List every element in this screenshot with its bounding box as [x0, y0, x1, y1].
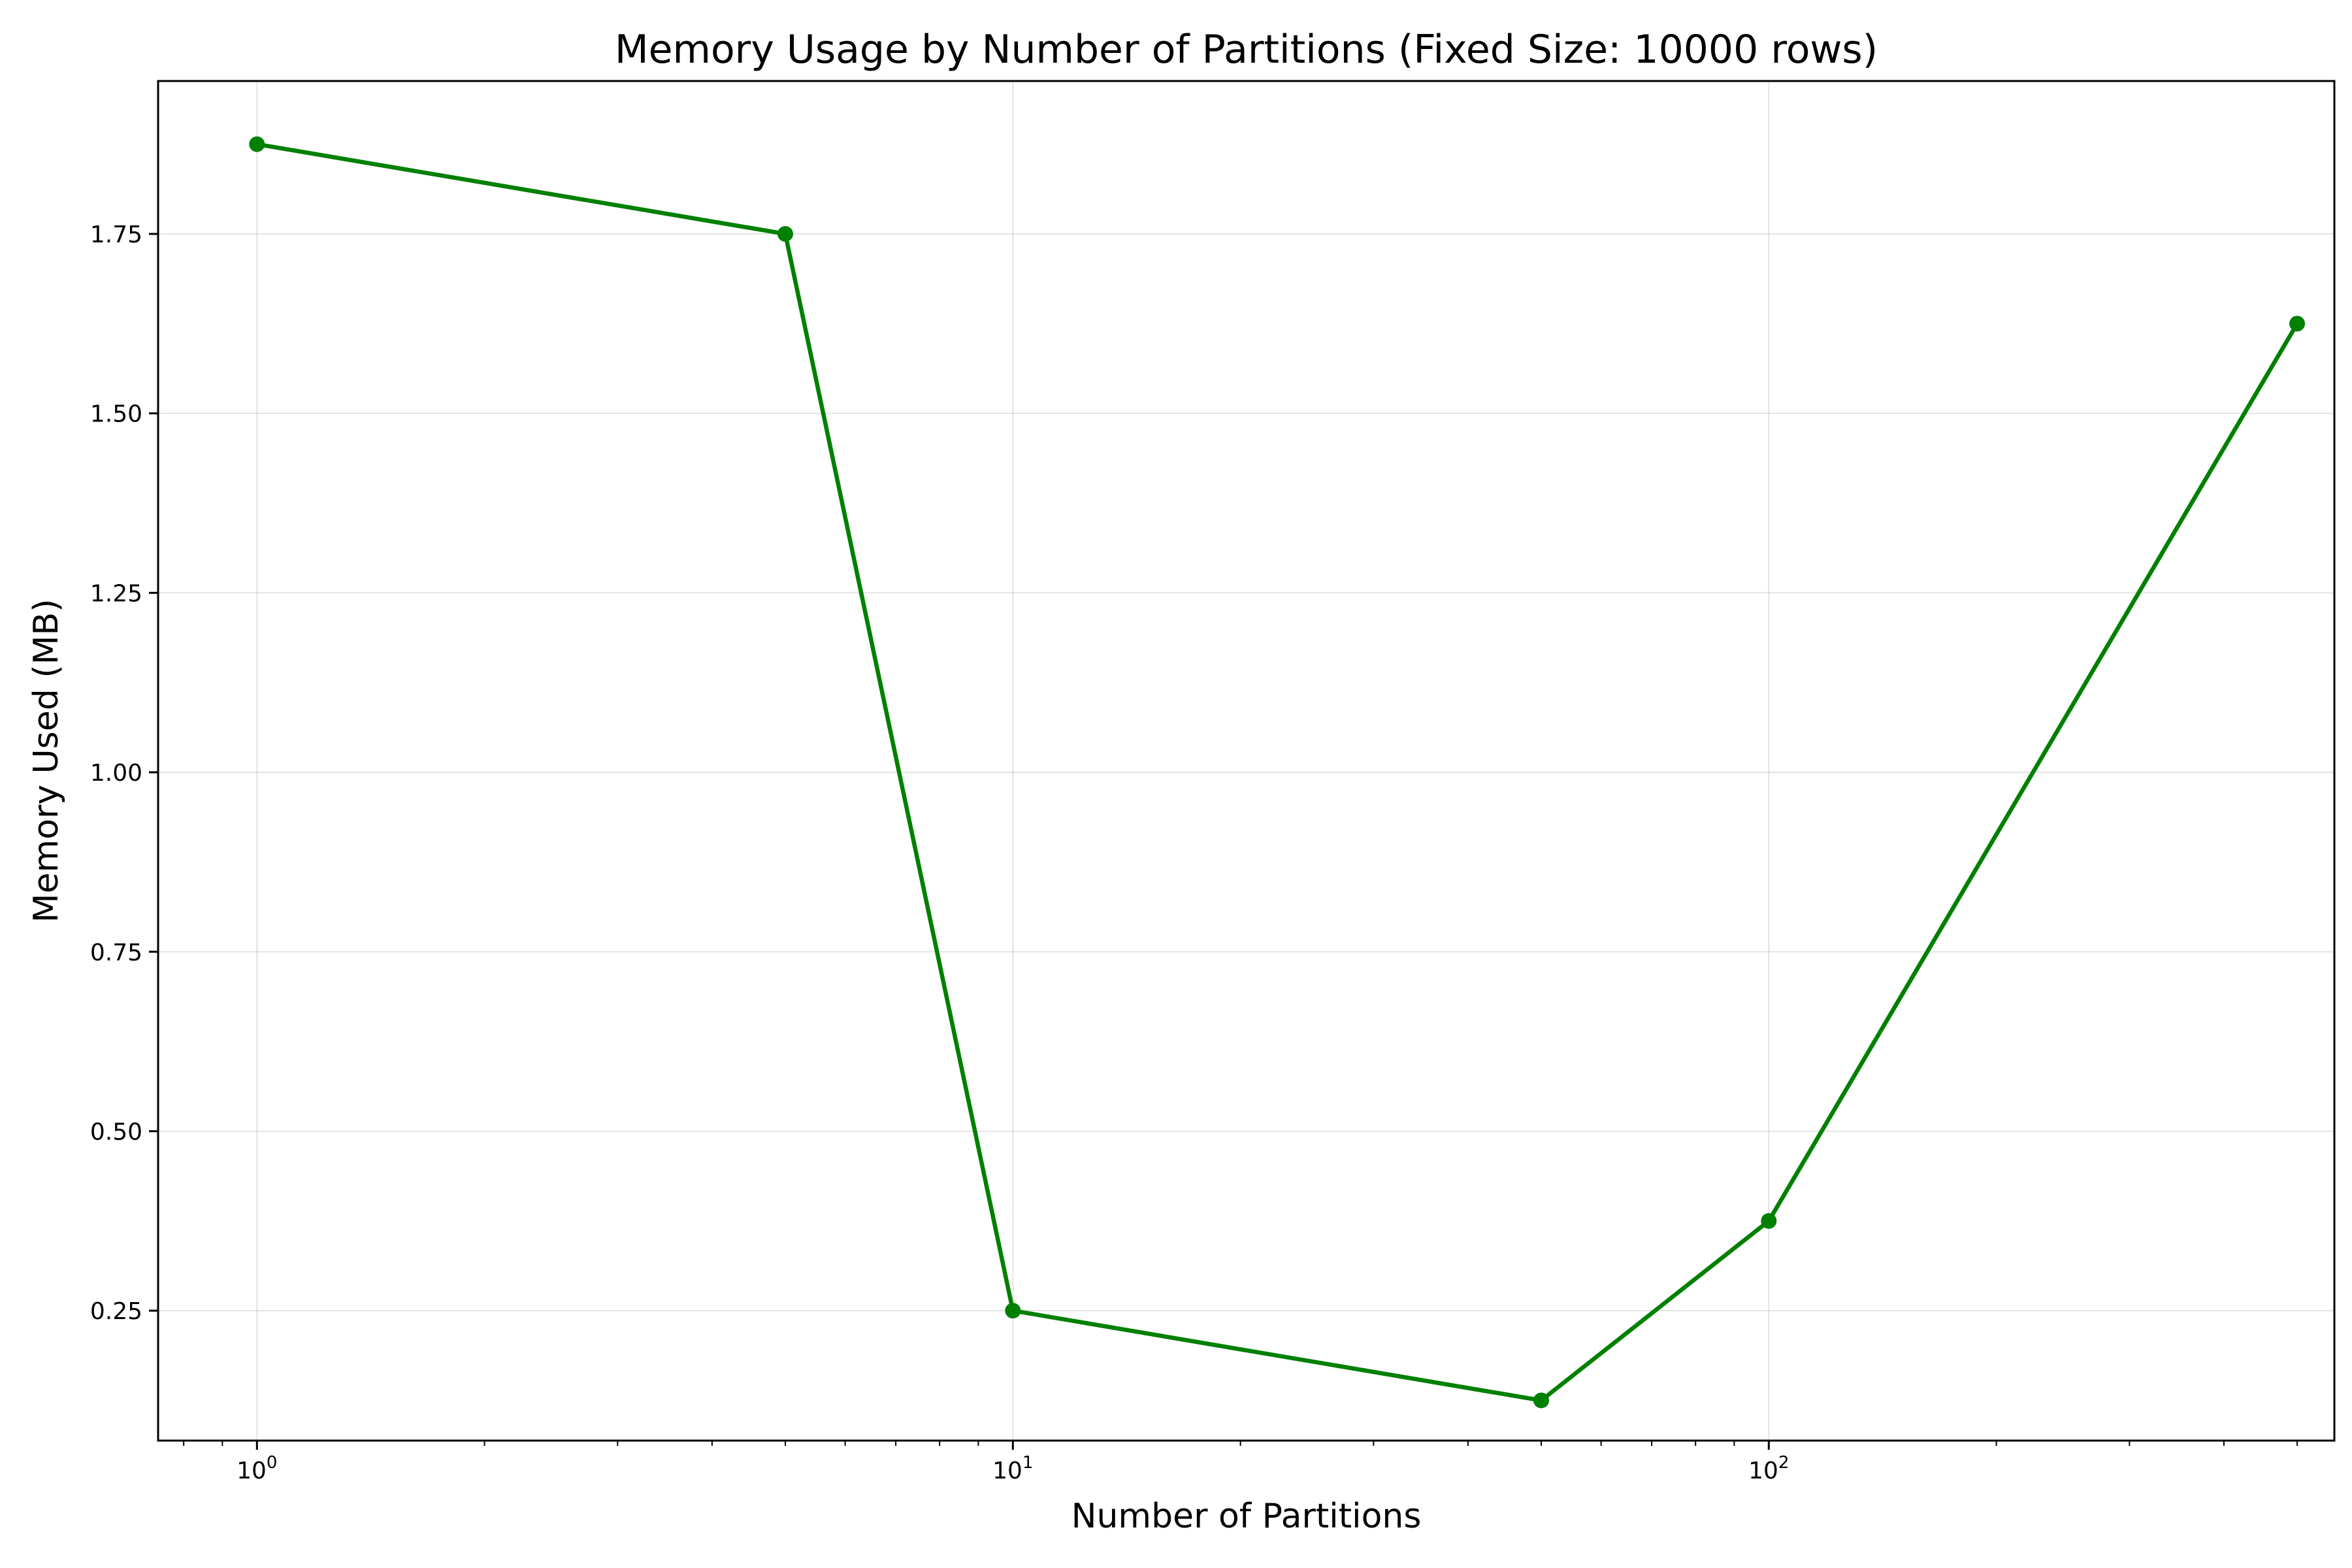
- data-point: [1533, 1392, 1550, 1409]
- grid: [158, 81, 2334, 1441]
- x-tick-label: 101: [992, 1453, 1033, 1484]
- data-point: [2289, 316, 2306, 332]
- y-tick-label: 0.75: [90, 939, 142, 966]
- y-tick-label: 1.50: [90, 401, 142, 428]
- data-point: [777, 226, 794, 242]
- y-tick-label: 1.75: [90, 221, 142, 248]
- y-axis-label: Memory Used (MB): [27, 599, 66, 923]
- axis-ticks: 0.25 0.50 0.75 1.00 1.25 1.50 1.75 100 101 102: [90, 221, 1789, 1484]
- y-tick-label: 0.50: [90, 1119, 142, 1145]
- y-tick-label: 1.00: [90, 760, 142, 787]
- y-tick-label: 1.25: [90, 580, 142, 607]
- x-tick-label: 102: [1748, 1453, 1789, 1484]
- series-line: [256, 142, 2299, 1403]
- data-point: [249, 136, 265, 152]
- data-point: [1761, 1213, 1777, 1229]
- y-tick-label: 0.25: [90, 1298, 142, 1325]
- x-axis-label: Number of Partitions: [1071, 1497, 1422, 1536]
- series: [249, 136, 2306, 1409]
- chart-title: Memory Usage by Number of Partitions (Fi…: [615, 27, 1878, 73]
- plot-frame: [157, 80, 2336, 1442]
- data-point: [1005, 1303, 1021, 1319]
- x-tick-label: 100: [237, 1453, 277, 1484]
